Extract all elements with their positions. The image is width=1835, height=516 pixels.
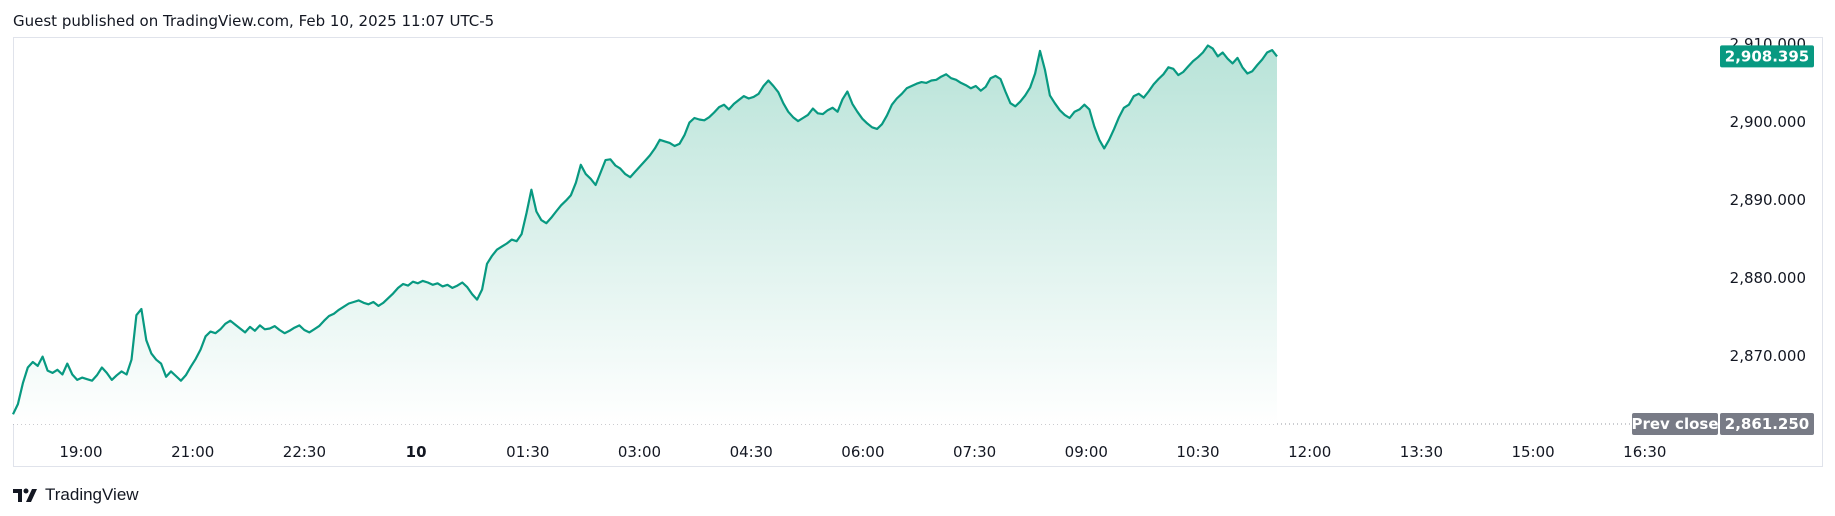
prev-close-tag (1632, 413, 1718, 435)
x-tick-label: 09:00 (1065, 443, 1108, 461)
price-series-line[interactable] (12, 44, 1278, 415)
x-tick-label: 10 (406, 443, 427, 461)
footer: TradingView (13, 485, 139, 505)
x-tick-label: 22:30 (283, 443, 326, 461)
y-tick-label: 2,880.000 (1730, 269, 1806, 287)
x-tick-label: 04:30 (730, 443, 773, 461)
prev-close-value: 2,861.250 (1725, 415, 1809, 433)
footer-brand: TradingView (45, 485, 139, 504)
tradingview-logo-icon (13, 488, 37, 502)
last-price-label: 2,908.395 (1725, 47, 1809, 65)
publish-info: Guest published on TradingView.com, Feb … (13, 12, 495, 30)
y-tick-label: 2,900.000 (1730, 113, 1806, 131)
x-tick-label: 21:00 (171, 443, 214, 461)
x-tick-label: 16:30 (1623, 443, 1666, 461)
x-tick-label: 03:00 (618, 443, 661, 461)
x-tick-label: 13:30 (1400, 443, 1443, 461)
price-area-fill (13, 45, 1277, 424)
x-tick-label: 19:00 (59, 443, 102, 461)
x-tick-label: 15:00 (1511, 443, 1554, 461)
x-tick-label: 06:00 (841, 443, 884, 461)
chart-frame (13, 37, 1823, 467)
x-tick-label: 01:30 (506, 443, 549, 461)
y-tick-label: 2,870.000 (1730, 347, 1806, 365)
x-tick-label: 07:30 (953, 443, 996, 461)
x-tick-label: 10:30 (1176, 443, 1219, 461)
y-tick-label: 2,890.000 (1730, 191, 1806, 209)
prev-close-badge (1720, 413, 1814, 435)
prev-close-text: Prev close (1631, 415, 1718, 433)
x-tick-label: 12:00 (1288, 443, 1331, 461)
last-price-badge (1720, 45, 1814, 68)
